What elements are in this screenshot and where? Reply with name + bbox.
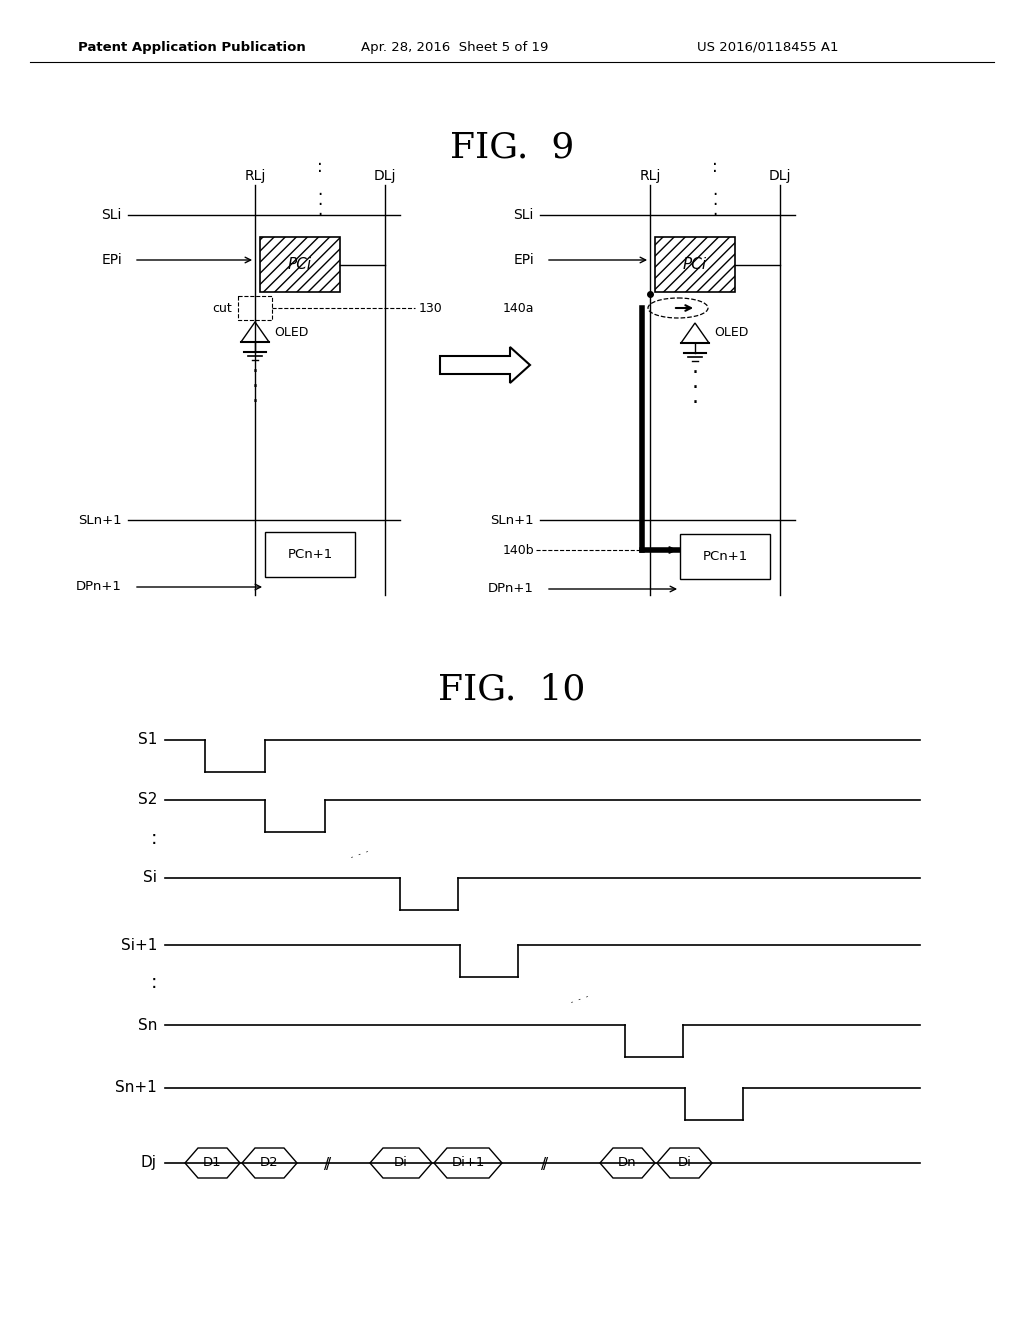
- Text: cut: cut: [212, 301, 232, 314]
- Text: .: .: [713, 191, 718, 209]
- Bar: [260, 238, 340, 292]
- Text: Dj: Dj: [141, 1155, 157, 1171]
- Text: DPn+1: DPn+1: [76, 581, 122, 594]
- Text: PCn+1: PCn+1: [702, 550, 748, 564]
- Text: $\mathsf{/\!/}$: $\mathsf{/\!/}$: [324, 1155, 333, 1172]
- Text: · · ·: · · ·: [348, 846, 372, 865]
- Text: Di+1: Di+1: [452, 1156, 484, 1170]
- Text: D2: D2: [260, 1156, 279, 1170]
- Text: PCi: PCi: [683, 257, 707, 272]
- Text: .: .: [317, 201, 323, 219]
- Polygon shape: [434, 1148, 502, 1177]
- Text: .: .: [317, 181, 323, 199]
- Polygon shape: [600, 1148, 655, 1177]
- Text: S2: S2: [137, 792, 157, 808]
- Text: DPn+1: DPn+1: [488, 582, 534, 595]
- Text: $\mathsf{/\!/}$: $\mathsf{/\!/}$: [540, 1155, 550, 1172]
- Text: SLn+1: SLn+1: [490, 513, 534, 527]
- Text: RLj: RLj: [639, 169, 660, 183]
- Bar: [238, 296, 272, 319]
- Text: FIG.  10: FIG. 10: [438, 673, 586, 708]
- Text: 140a: 140a: [503, 301, 534, 314]
- Text: :: :: [712, 158, 718, 176]
- Polygon shape: [440, 347, 530, 383]
- Text: SLi: SLi: [514, 209, 534, 222]
- Text: 140b: 140b: [503, 544, 534, 557]
- Text: Sn+1: Sn+1: [116, 1081, 157, 1096]
- Polygon shape: [370, 1148, 432, 1177]
- Text: Dn: Dn: [618, 1156, 637, 1170]
- Text: PCn+1: PCn+1: [288, 548, 333, 561]
- Text: S1: S1: [137, 733, 157, 747]
- Text: ·: ·: [691, 393, 698, 413]
- Text: EPi: EPi: [101, 253, 122, 267]
- Text: EPi: EPi: [513, 253, 534, 267]
- Text: 130: 130: [419, 301, 442, 314]
- Text: Si+1: Si+1: [121, 937, 157, 953]
- Text: ·: ·: [691, 363, 698, 383]
- Text: .: .: [713, 201, 718, 219]
- Text: :: :: [151, 829, 157, 847]
- Polygon shape: [242, 1148, 297, 1177]
- Bar: [265, 532, 355, 577]
- Text: US 2016/0118455 A1: US 2016/0118455 A1: [697, 41, 839, 54]
- Text: ·: ·: [252, 378, 258, 397]
- Text: ·: ·: [252, 362, 258, 381]
- Text: Di: Di: [394, 1156, 408, 1170]
- Text: SLn+1: SLn+1: [79, 513, 122, 527]
- Text: · · ·: · · ·: [568, 990, 592, 1010]
- Text: Di: Di: [678, 1156, 691, 1170]
- Text: DLj: DLj: [374, 169, 396, 183]
- Text: Si: Si: [143, 870, 157, 886]
- Bar: [655, 238, 735, 292]
- Polygon shape: [657, 1148, 712, 1177]
- Text: D1: D1: [203, 1156, 222, 1170]
- Text: OLED: OLED: [714, 326, 749, 339]
- Text: ·: ·: [691, 378, 698, 399]
- Text: Sn: Sn: [137, 1018, 157, 1032]
- Text: Patent Application Publication: Patent Application Publication: [78, 41, 306, 54]
- Text: OLED: OLED: [274, 326, 308, 338]
- Polygon shape: [185, 1148, 240, 1177]
- Text: .: .: [713, 181, 718, 199]
- Text: Apr. 28, 2016  Sheet 5 of 19: Apr. 28, 2016 Sheet 5 of 19: [361, 41, 549, 54]
- Text: :: :: [151, 974, 157, 993]
- Text: PCi: PCi: [288, 257, 312, 272]
- Text: DLj: DLj: [769, 169, 792, 183]
- Text: :: :: [317, 158, 323, 176]
- Text: RLj: RLj: [245, 169, 265, 183]
- Bar: [680, 535, 770, 579]
- Text: SLi: SLi: [101, 209, 122, 222]
- Text: FIG.  9: FIG. 9: [450, 131, 574, 165]
- Text: .: .: [317, 191, 323, 209]
- Text: ·: ·: [252, 392, 258, 412]
